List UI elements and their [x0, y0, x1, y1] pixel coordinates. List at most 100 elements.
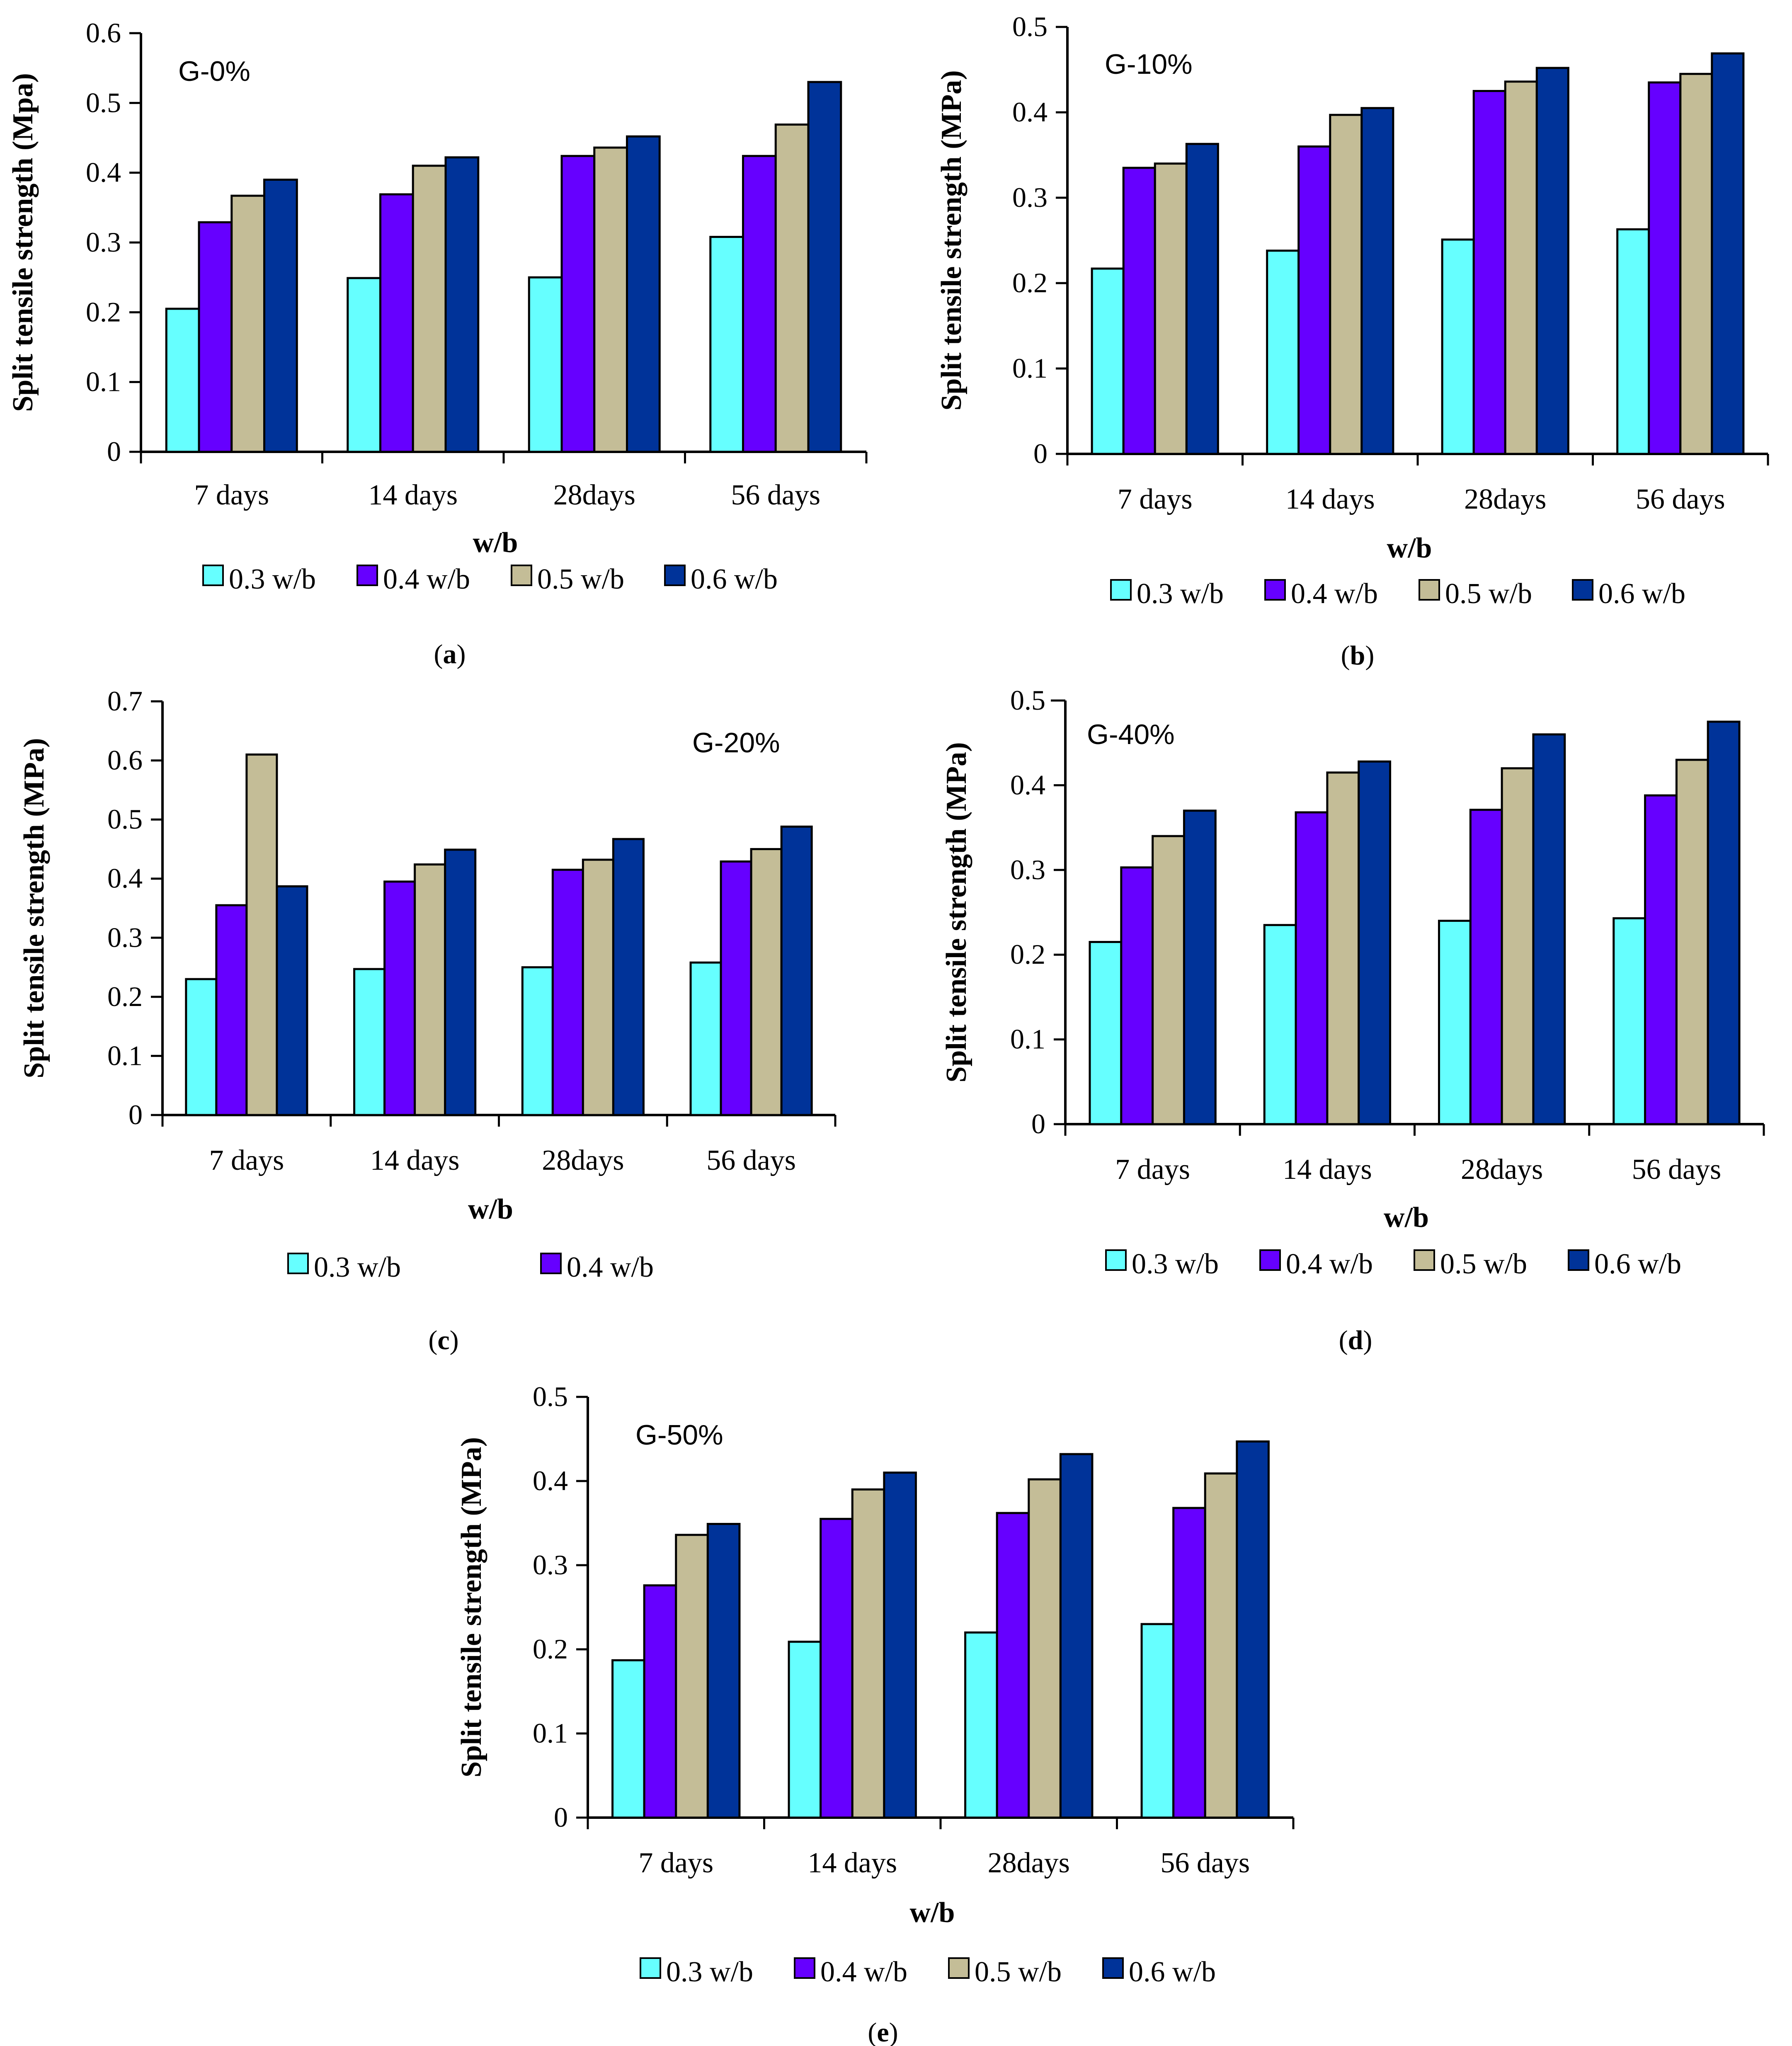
bar-0-6-w-b-28days — [1532, 733, 1566, 1125]
bar-0-5-w-b-7-days — [230, 194, 265, 453]
y-tick-label: 0.1 — [533, 1717, 568, 1749]
bar-0-3-w-b-14-days — [1266, 250, 1300, 455]
chart-panel-c: 0 0.1 0.2 0.3 0.4 0.5 0.6 0.7 7 days 14 days 28day… — [18, 685, 837, 1355]
bar-0-5-w-b-56-days — [1675, 759, 1709, 1125]
y-tick-label: 0.7 — [107, 685, 143, 717]
x-tick-label: 14 days — [1285, 483, 1375, 515]
legend-swatch — [640, 1957, 661, 1979]
legend-label: 0.3 w/b — [314, 1251, 401, 1283]
bar-0-6-w-b-14-days — [444, 848, 477, 1116]
y-tick-label: 0.3 — [533, 1549, 568, 1581]
bar-0-6-w-b-56-days — [1707, 720, 1741, 1125]
x-tick-label: 56 days — [1632, 1154, 1721, 1185]
legend-swatch — [1264, 579, 1286, 601]
bar-0-3-w-b-28days — [1441, 238, 1475, 455]
y-tick-label: 0.4 — [86, 157, 121, 188]
bar-0-5-w-b-28days — [593, 146, 628, 453]
y-tick-label: 0.4 — [1010, 769, 1045, 800]
y-tick-label: 0 — [1031, 1108, 1045, 1139]
bar-0-4-w-b-28days — [1472, 90, 1506, 455]
y-tick-label: 0.2 — [1010, 938, 1045, 970]
bar-0-3-w-b-7-days — [1091, 267, 1125, 455]
bar-0-3-w-b-56-days — [689, 961, 722, 1116]
legend-swatch — [1414, 1249, 1435, 1271]
bar-0-5-w-b-14-days — [851, 1488, 885, 1819]
legend-swatch — [1572, 579, 1593, 601]
bar-0-6-w-b-14-days — [444, 156, 480, 453]
x-tick-label: 14 days — [370, 1144, 460, 1176]
bar-0-6-w-b-7-days — [1183, 810, 1217, 1125]
x-tick-label: 14 days — [368, 479, 458, 511]
legend-label: 0.6 w/b — [1594, 1248, 1681, 1280]
y-axis-title: Split tensile strength (MPa) — [936, 70, 968, 410]
bar-0-5-w-b-7-days — [675, 1534, 709, 1819]
y-tick-label: 0.3 — [86, 226, 121, 258]
chart-panel-a: 0 0.1 0.2 0.3 0.4 0.5 0.6 7 days 14 days 28days 56… — [7, 17, 868, 669]
bar-0-5-w-b-14-days — [1326, 771, 1360, 1125]
y-tick-label: 0.3 — [1012, 182, 1048, 213]
panel-title: G-40% — [1087, 719, 1175, 750]
legend-swatch — [1568, 1249, 1589, 1271]
bar-0-3-w-b-7-days — [185, 978, 218, 1116]
bar-0-5-w-b-28days — [1028, 1478, 1062, 1819]
bar-0-3-w-b-14-days — [1263, 924, 1297, 1125]
y-axis-title: Split tensile strength (Mpa) — [7, 73, 39, 412]
x-tick-label: 56 days — [706, 1144, 796, 1176]
bar-0-3-w-b-7-days — [165, 308, 200, 453]
bar-0-4-w-b-56-days — [742, 155, 777, 453]
chart-panel-b: 0 0.1 0.2 0.3 0.4 0.5 7 days 14 days 28days 56 da… — [936, 11, 1769, 671]
legend-label: 0.3 w/b — [229, 563, 316, 595]
bar-0-6-w-b-28days — [626, 135, 661, 453]
x-tick-label: 28days — [553, 479, 635, 511]
panel-title: G-0% — [178, 56, 250, 87]
legend-swatch — [1105, 1249, 1127, 1271]
bar-0-3-w-b-28days — [521, 966, 554, 1116]
panel-letter: (d) — [1339, 1325, 1372, 1355]
bar-0-4-w-b-28days — [551, 868, 584, 1116]
bar-0-4-w-b-56-days — [720, 860, 752, 1116]
legend-label: 0.4 w/b — [567, 1251, 654, 1283]
y-tick-label: 0.2 — [107, 981, 143, 1012]
bar-0-3-w-b-14-days — [353, 968, 386, 1116]
bar-0-5-w-b-56-days — [1204, 1472, 1238, 1819]
y-tick-label: 0.5 — [1012, 11, 1048, 42]
y-tick-label: 0 — [1033, 438, 1048, 469]
bar-0-4-w-b-28days — [996, 1512, 1030, 1819]
legend-label: 0.4 w/b — [820, 1956, 907, 1988]
y-tick-label: 0.1 — [1012, 352, 1048, 384]
bar-0-6-w-b-14-days — [1358, 760, 1392, 1125]
y-tick-label: 0.3 — [1010, 854, 1045, 885]
panel-letter: (e) — [868, 2017, 898, 2046]
y-tick-label: 0.1 — [107, 1040, 143, 1071]
bar-0-4-w-b-7-days — [215, 904, 248, 1116]
x-axis-title: w/b — [473, 527, 518, 559]
x-tick-label: 56 days — [1160, 1847, 1250, 1879]
bar-0-3-w-b-28days — [1438, 919, 1472, 1125]
x-tick-label: 56 days — [731, 479, 820, 511]
bar-0-4-w-b-14-days — [383, 880, 416, 1116]
x-tick-label: 7 days — [1118, 483, 1193, 515]
y-tick-label: 0.1 — [86, 366, 121, 398]
bar-0-6-w-b-7-days — [1185, 143, 1219, 455]
panel-letter: (b) — [1341, 640, 1375, 671]
bar-0-3-w-b-28days — [964, 1631, 998, 1819]
y-tick-label: 0.4 — [107, 863, 143, 894]
y-tick-label: 0 — [554, 1801, 568, 1833]
bar-0-4-w-b-7-days — [1122, 167, 1156, 455]
bar-0-6-w-b-56-days — [1236, 1440, 1270, 1819]
panel-letter: (c) — [428, 1325, 458, 1355]
x-axis-title: w/b — [468, 1193, 513, 1225]
y-tick-label: 0 — [129, 1099, 143, 1130]
bar-0-6-w-b-14-days — [1360, 107, 1394, 455]
bar-0-4-w-b-56-days — [1172, 1507, 1206, 1819]
bar-0-4-w-b-56-days — [1644, 794, 1678, 1125]
x-tick-label: 28days — [1461, 1154, 1543, 1185]
y-axis-title: Split tensile strength (MPa) — [18, 738, 50, 1078]
x-tick-label: 7 days — [194, 479, 269, 511]
bar-0-3-w-b-56-days — [1140, 1623, 1175, 1819]
legend-swatch — [664, 565, 686, 586]
legend-label: 0.6 w/b — [691, 563, 778, 595]
legend-swatch — [794, 1957, 815, 1979]
legend-label: 0.6 w/b — [1129, 1956, 1216, 1988]
x-tick-label: 28days — [542, 1144, 624, 1176]
